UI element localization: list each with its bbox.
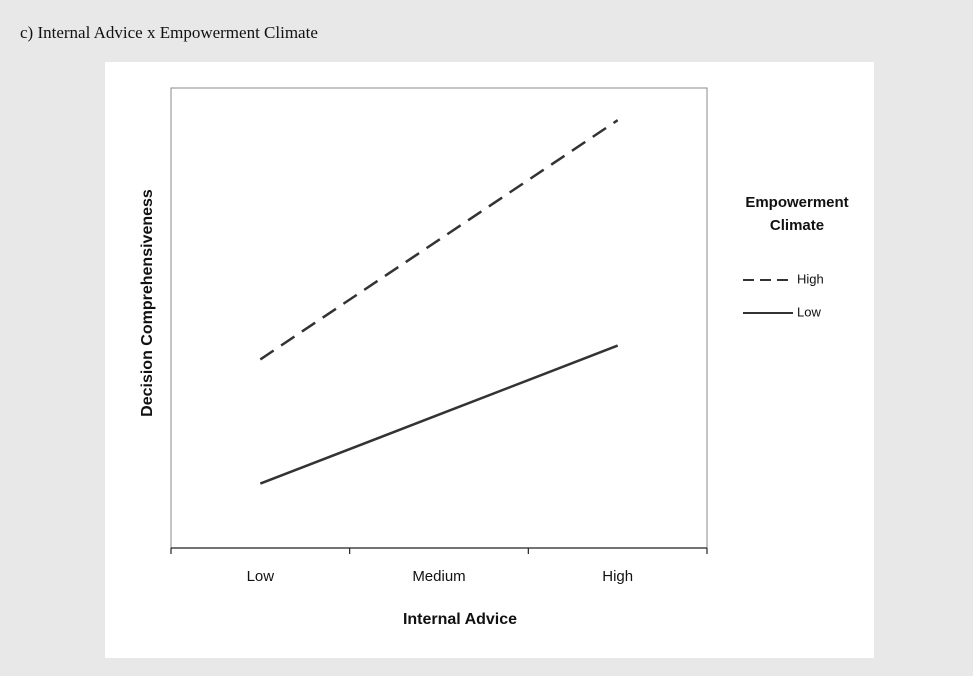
y-axis-title: Decision Comprehensiveness bbox=[139, 189, 156, 417]
chart-title: c) Internal Advice x Empowerment Climate bbox=[20, 23, 318, 42]
series-line bbox=[259, 119, 619, 361]
legend-label: Low bbox=[797, 304, 821, 319]
x-tick-label: Low bbox=[247, 568, 275, 585]
chart-panel bbox=[105, 62, 874, 658]
x-axis-title: Internal Advice bbox=[403, 611, 517, 628]
x-tick-label: High bbox=[602, 568, 633, 585]
legend-title: Empowerment Climate bbox=[745, 194, 849, 234]
legend-label: High bbox=[797, 271, 824, 286]
series-line bbox=[259, 344, 619, 485]
x-tick-label: Medium bbox=[412, 568, 465, 585]
